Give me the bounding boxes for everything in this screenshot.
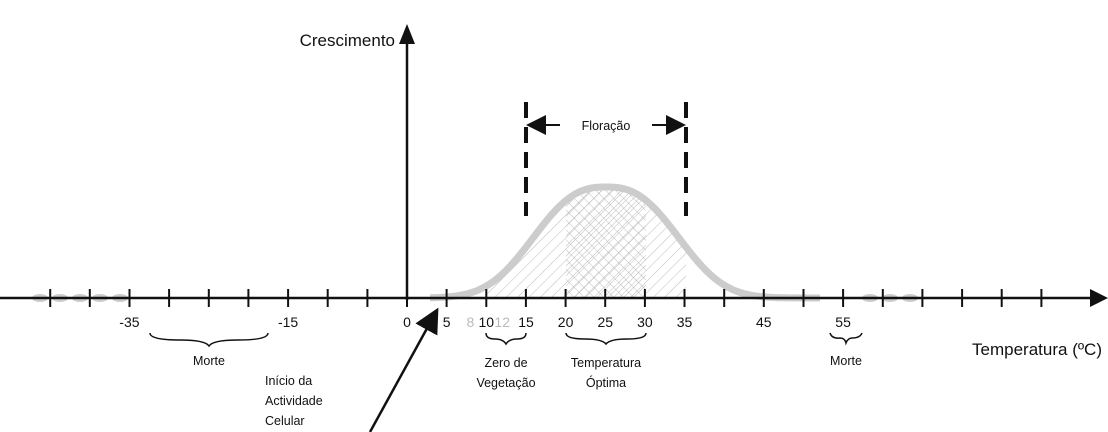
cell-3: Celular	[265, 414, 305, 428]
crosshatch	[566, 187, 646, 298]
x-tick-label: 30	[637, 314, 653, 330]
y-arrow	[399, 24, 415, 44]
growth-curve	[430, 183, 820, 302]
zero-veg-1: Zero de	[484, 356, 527, 370]
zero-veg-2: Vegetação	[476, 376, 535, 390]
x-tick-label: 5	[443, 314, 451, 330]
x-tick-label: 25	[598, 314, 614, 330]
brace	[149, 332, 269, 348]
x-tick-label: -15	[278, 314, 298, 330]
x-tick-label: 35	[677, 314, 693, 330]
x-tick-label: 15	[518, 314, 534, 330]
cell-2: Actividade	[265, 394, 323, 408]
x-tick-label: 10	[479, 314, 495, 330]
death-right: Morte	[830, 354, 862, 368]
flowering-label: Floração	[582, 119, 631, 133]
x-tick-label: 55	[835, 314, 851, 330]
death-left: Morte	[193, 354, 225, 368]
optimum-1: Temperatura	[571, 356, 641, 370]
x-tick-label: -35	[119, 314, 139, 330]
x-tick-label: 12	[494, 314, 510, 330]
x-tick-label: 45	[756, 314, 772, 330]
x-tick-label: 8	[467, 314, 475, 330]
arrow	[368, 307, 439, 432]
brace	[485, 332, 527, 346]
x-tick-label: 20	[558, 314, 574, 330]
y-label: Crescimento	[300, 31, 395, 50]
cell-1: Início da	[265, 374, 312, 388]
plot	[32, 183, 918, 302]
x-arrow	[1090, 289, 1108, 307]
x-label: Temperatura (ºC)	[972, 340, 1102, 359]
optimum-2: Óptima	[586, 375, 626, 390]
brace	[829, 332, 863, 346]
brace	[565, 332, 647, 346]
x-tick-label: 0	[403, 314, 411, 330]
